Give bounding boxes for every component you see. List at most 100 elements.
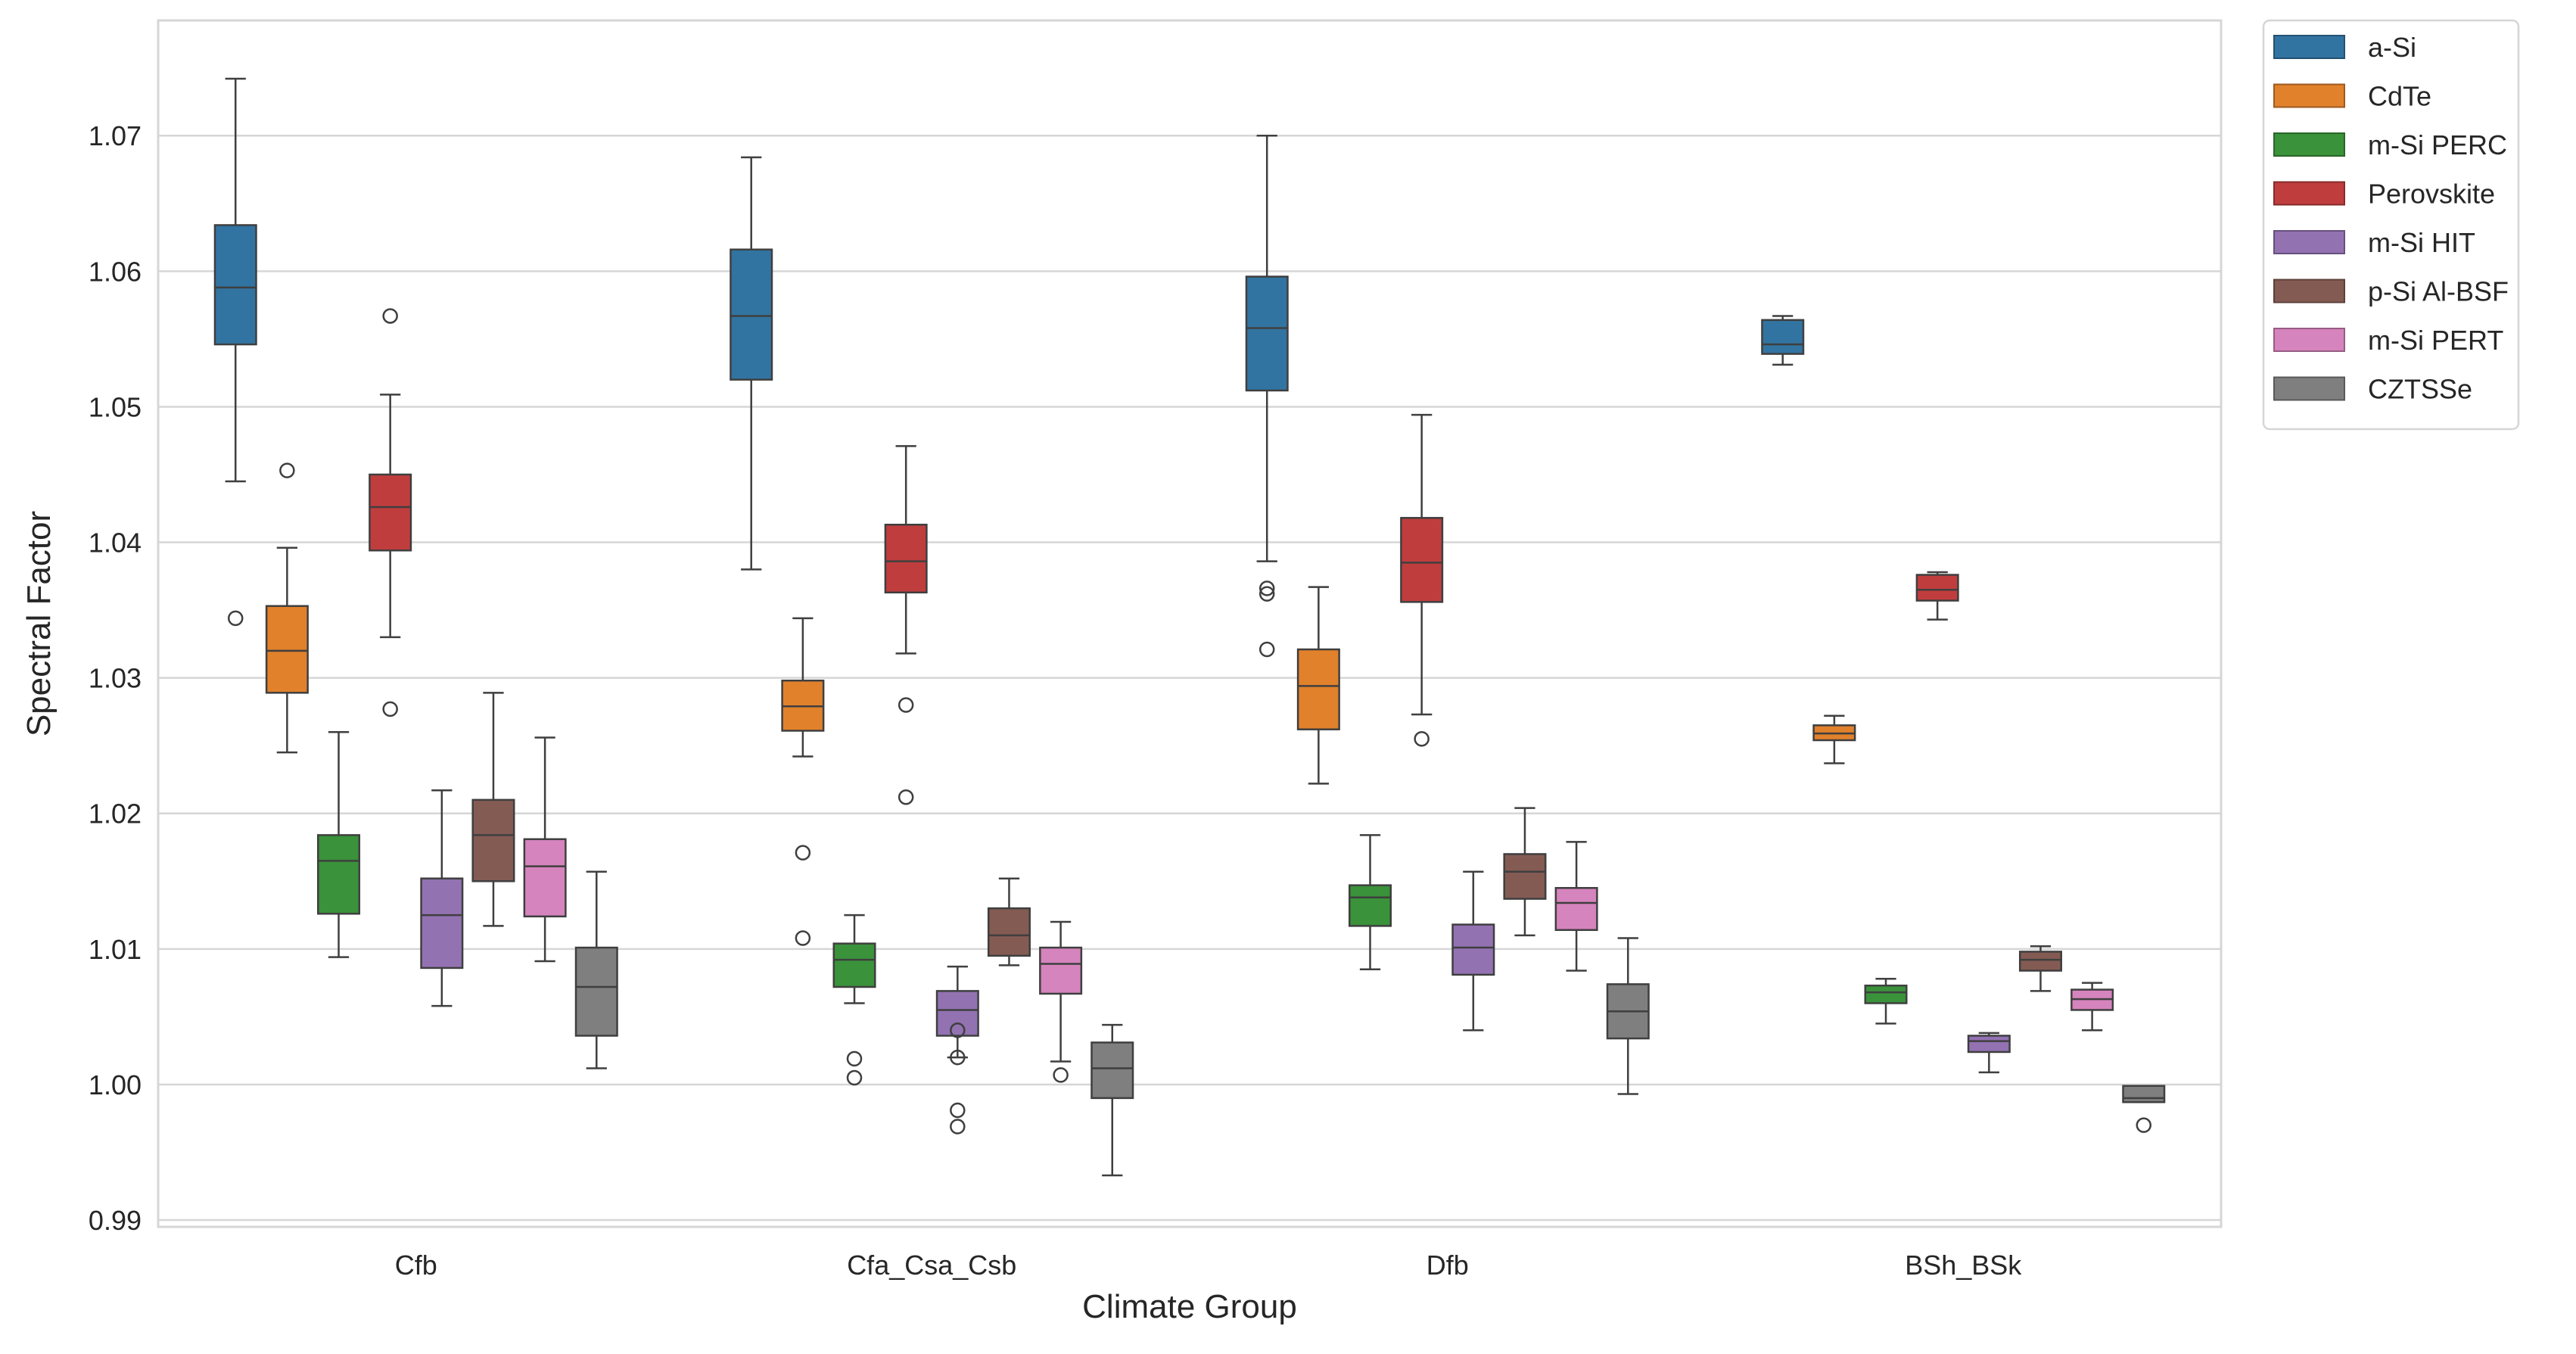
box-m-si-hit-dfb xyxy=(1451,870,1495,1032)
legend-swatch-cdte xyxy=(2273,83,2345,108)
box-cztsse-bsh-bsk xyxy=(2122,1085,2166,1133)
box-cztsse-cfb xyxy=(574,870,618,1069)
box-iqr xyxy=(2122,1085,2166,1103)
box-iqr xyxy=(1503,853,1547,900)
legend: a-Si CdTe m-Si PERC Perovskite m-Si HIT p-Si … xyxy=(2262,19,2520,431)
box-a-si-bsh-bsk xyxy=(1761,315,1805,366)
y-tick-label: 1.07 xyxy=(89,120,142,151)
legend-swatch-p-si-al-bsf xyxy=(2273,279,2345,303)
box-perovskite-dfb xyxy=(1400,413,1444,747)
y-tick-labels: 0.99 1.00 1.01 1.02 1.03 1.04 1.05 1.06 1.07 xyxy=(89,120,142,1236)
legend-swatch-m-si-hit xyxy=(2273,230,2345,254)
box-cdte-bsh-bsk xyxy=(1812,714,1856,764)
outlier-point xyxy=(382,701,398,717)
box-m-si-pert-cfb xyxy=(523,736,567,963)
box-iqr xyxy=(1349,884,1392,927)
box-m-si-perc-cfb xyxy=(317,731,361,958)
box-m-si-perc-cfa-csa-csb xyxy=(832,914,876,1086)
legend-label-cdte: CdTe xyxy=(2368,81,2431,112)
legend-label-cztsse: CZTSSe xyxy=(2368,374,2472,405)
box-cdte-cfa-csa-csb xyxy=(781,617,825,946)
box-p-si-al-bsf-cfa-csa-csb xyxy=(987,877,1031,966)
legend-swatch-cztsse xyxy=(2273,376,2345,401)
box-iqr xyxy=(420,877,464,970)
box-iqr xyxy=(1761,319,1805,355)
box-elements xyxy=(213,77,2166,1177)
box-iqr xyxy=(1915,574,1959,602)
outlier-point xyxy=(1053,1067,1069,1083)
box-m-si-hit-cfb xyxy=(420,789,464,1007)
legend-label-perovskite: Perovskite xyxy=(2368,179,2495,210)
box-iqr xyxy=(1296,648,1340,730)
plot-area xyxy=(157,19,2223,1228)
legend-frame xyxy=(2262,19,2520,431)
x-tick-label: BSh_BSk xyxy=(1905,1250,2022,1281)
y-tick-label: 1.03 xyxy=(89,663,142,694)
box-iqr xyxy=(1967,1035,2011,1054)
legend-label-a-si: a-Si xyxy=(2368,32,2416,63)
box-p-si-al-bsf-dfb xyxy=(1503,807,1547,937)
box-iqr xyxy=(1245,275,1289,392)
box-a-si-cfa-csa-csb xyxy=(730,156,773,571)
outlier-point xyxy=(1258,586,1275,602)
box-iqr xyxy=(1090,1041,1134,1100)
box-perovskite-bsh-bsk xyxy=(1915,571,1959,621)
outlier-point xyxy=(1258,641,1275,658)
y-tick-label: 1.01 xyxy=(89,934,142,965)
box-m-si-pert-bsh-bsk xyxy=(2070,982,2114,1032)
outlier-point xyxy=(795,930,811,946)
box-p-si-al-bsf-bsh-bsk xyxy=(2018,945,2062,992)
x-tick-label: Cfb xyxy=(395,1250,437,1281)
box-iqr xyxy=(369,473,412,552)
box-iqr xyxy=(987,907,1031,957)
legend-label-m-si-hit: m-Si HIT xyxy=(2368,227,2475,258)
x-axis-title: Climate Group xyxy=(1082,1288,1297,1325)
box-iqr xyxy=(1039,946,1083,995)
box-m-si-hit-cfa-csa-csb xyxy=(935,965,979,1135)
outlier-point xyxy=(846,1069,863,1086)
box-cdte-dfb xyxy=(1296,586,1340,785)
box-iqr xyxy=(1451,923,1495,976)
outlier-point xyxy=(1414,730,1430,747)
outlier-point xyxy=(382,308,398,324)
y-tick-label: 1.04 xyxy=(89,528,142,559)
box-perovskite-cfb xyxy=(369,308,412,717)
box-cdte-cfb xyxy=(265,462,309,754)
box-iqr xyxy=(935,990,979,1037)
box-iqr xyxy=(2018,951,2062,972)
x-tick-label: Dfb xyxy=(1426,1250,1469,1281)
outlier-point xyxy=(898,789,914,805)
box-iqr xyxy=(471,798,515,882)
box-m-si-pert-cfa-csa-csb xyxy=(1039,920,1083,1083)
outlier-point xyxy=(950,1119,966,1135)
outlier-point xyxy=(2136,1117,2152,1133)
legend-label-m-si-perc: m-Si PERC xyxy=(2368,129,2507,160)
x-tick-label: Cfa_Csa_Csb xyxy=(847,1250,1016,1281)
outlier-point xyxy=(898,697,914,713)
box-m-si-pert-dfb xyxy=(1554,841,1598,972)
box-m-si-perc-bsh-bsk xyxy=(1864,977,1908,1025)
outlier-point xyxy=(950,1102,966,1119)
box-a-si-dfb xyxy=(1245,134,1289,658)
outlier-point xyxy=(279,462,295,478)
box-iqr xyxy=(884,524,928,594)
box-perovskite-cfa-csa-csb xyxy=(884,445,928,805)
legend-swatch-m-si-perc xyxy=(2273,132,2345,157)
box-iqr xyxy=(574,946,618,1037)
legend-swatch-a-si xyxy=(2273,35,2345,59)
box-p-si-al-bsf-cfb xyxy=(471,692,515,927)
box-a-si-cfb xyxy=(213,77,257,627)
box-iqr xyxy=(1864,984,1908,1004)
y-tick-label: 1.05 xyxy=(89,391,142,422)
box-iqr xyxy=(213,224,257,346)
box-iqr xyxy=(1400,517,1444,603)
y-tick-label: 1.02 xyxy=(89,798,142,830)
legend-label-m-si-pert: m-Si PERT xyxy=(2368,325,2503,356)
outlier-point xyxy=(950,1049,966,1066)
legend-swatch-m-si-pert xyxy=(2273,328,2345,352)
box-iqr xyxy=(730,248,773,381)
outlier-point xyxy=(950,1023,966,1038)
outlier-point xyxy=(227,610,244,627)
y-tick-label: 1.06 xyxy=(89,256,142,287)
